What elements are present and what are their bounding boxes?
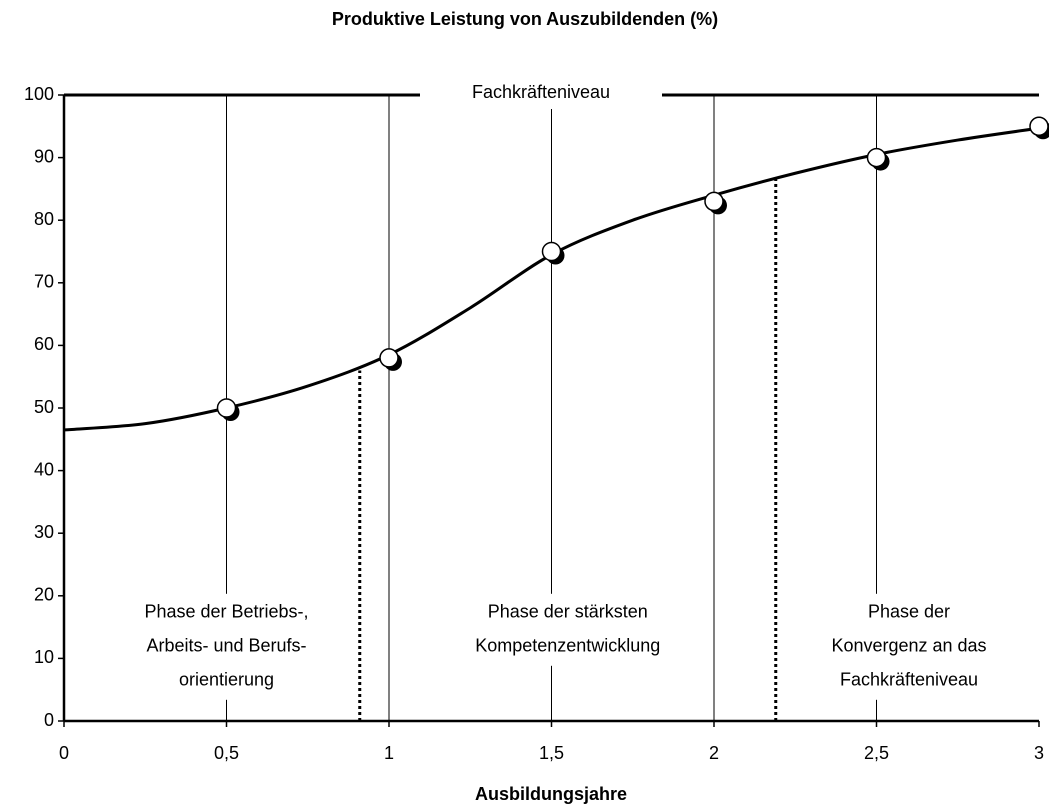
phase-label: Phase der stärksten bbox=[488, 602, 648, 622]
data-point bbox=[216, 398, 237, 418]
x-tick-label: 0,5 bbox=[214, 743, 239, 763]
y-tick-label: 100 bbox=[24, 84, 54, 104]
phase-label: Konvergenz an das bbox=[831, 636, 986, 656]
y-tick-label: 40 bbox=[34, 459, 54, 479]
x-tick-label: 0 bbox=[59, 743, 69, 763]
chart-title: Produktive Leistung von Auszubildenden (… bbox=[332, 9, 718, 29]
phase-box bbox=[86, 593, 367, 700]
y-tick-label: 20 bbox=[34, 585, 54, 605]
data-point bbox=[541, 241, 562, 262]
data-point bbox=[704, 191, 724, 212]
x-tick-label: 2,5 bbox=[864, 743, 889, 763]
y-tick-label: 30 bbox=[34, 522, 54, 542]
y-tick-label: 50 bbox=[34, 397, 54, 417]
phase-label: Arbeits- und Berufs- bbox=[146, 636, 306, 656]
x-tick-label: 2 bbox=[709, 743, 719, 763]
phase-label: Phase der bbox=[868, 602, 950, 622]
y-tick-label: 90 bbox=[34, 146, 54, 166]
phase-box bbox=[427, 593, 708, 666]
data-point bbox=[866, 147, 887, 168]
top-label: Fachkräfteniveau bbox=[472, 82, 610, 102]
y-tick-label: 0 bbox=[44, 710, 54, 730]
x-tick-label: 1,5 bbox=[539, 743, 564, 763]
x-tick-label: 3 bbox=[1034, 743, 1044, 763]
y-tick-label: 10 bbox=[34, 647, 54, 667]
data-point bbox=[379, 348, 399, 368]
top-label-box bbox=[420, 81, 662, 109]
x-axis-label: Ausbildungsjahre bbox=[475, 784, 627, 804]
phase-label: orientierung bbox=[179, 670, 274, 690]
y-tick-label: 70 bbox=[34, 272, 54, 292]
phase-label: Fachkräfteniveau bbox=[840, 670, 978, 690]
phase-label: Kompetenzentwicklung bbox=[475, 636, 660, 656]
y-tick-label: 80 bbox=[34, 209, 54, 229]
y-tick-label: 60 bbox=[34, 334, 54, 354]
data-point bbox=[1029, 116, 1049, 137]
x-tick-label: 1 bbox=[384, 743, 394, 763]
phase-box bbox=[769, 593, 1049, 700]
phase-label: Phase der Betriebs-, bbox=[144, 602, 308, 622]
